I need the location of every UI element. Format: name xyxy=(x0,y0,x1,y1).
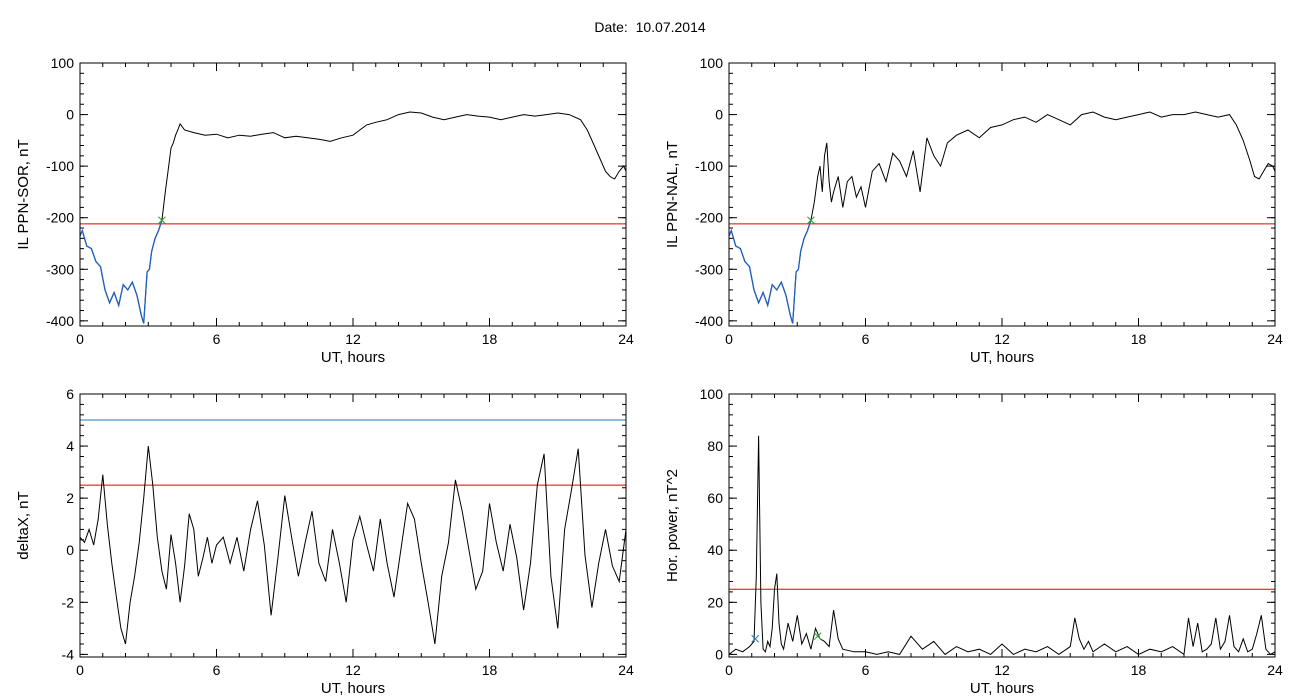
y-tick-label: 0 xyxy=(715,107,723,123)
data-series-line xyxy=(79,446,627,645)
x-tick-label: 12 xyxy=(994,662,1010,678)
y-tick-label: 40 xyxy=(707,542,723,558)
power-panel: 0 6 12 18 24 0 20 40 60 80 100 UT, hours Hor. power,… xyxy=(664,386,1283,697)
y-axis-label: IL PPN-NAL, nT xyxy=(664,141,681,248)
x-tick-label: 24 xyxy=(1267,662,1283,678)
plot-frame xyxy=(728,393,1276,658)
x-tick-label: 6 xyxy=(213,331,221,347)
x-tick-label: 24 xyxy=(618,662,634,678)
x-tick-label: 18 xyxy=(1131,662,1147,678)
y-tick-label: 0 xyxy=(66,542,74,558)
y-tick-label: 2 xyxy=(66,490,74,506)
x-tick-label: 18 xyxy=(482,662,498,678)
date-label: Date: xyxy=(594,19,628,35)
y-axis-label: Hor. power, nT^2 xyxy=(664,469,681,582)
x-axis-label: UT, hours xyxy=(321,680,385,697)
y-tick-label: -4 xyxy=(62,646,75,662)
x-tick-label: 6 xyxy=(862,662,870,678)
data-series-line xyxy=(728,111,1276,324)
y-tick-label: 100 xyxy=(51,55,75,71)
y-axis-label: IL PPN-SOR, nT xyxy=(15,139,32,249)
x-tick-label: 12 xyxy=(994,331,1010,347)
y-tick-label: 100 xyxy=(700,55,724,71)
y-tick-label: 100 xyxy=(700,386,724,402)
y-tick-label: 60 xyxy=(707,490,723,506)
data-series-line xyxy=(728,435,1276,656)
y-tick-label: 6 xyxy=(66,386,74,402)
y-tick-label: -2 xyxy=(62,594,75,610)
y-tick-label: 0 xyxy=(715,646,723,662)
x-tick-label: 12 xyxy=(345,662,361,678)
plot-frame xyxy=(728,62,1276,327)
data-series-line xyxy=(79,111,627,324)
y-tick-label: -300 xyxy=(695,261,723,277)
x-tick-label: 0 xyxy=(76,331,84,347)
x-tick-label: 12 xyxy=(345,331,361,347)
x-tick-label: 18 xyxy=(1131,331,1147,347)
sor-panel: 0 6 12 18 24 -400 -300 -200 -100 0 100 UT, hours IL … xyxy=(15,55,634,366)
plot-frame xyxy=(79,393,627,658)
event-marker xyxy=(813,632,822,641)
event-marker xyxy=(807,216,815,225)
x-axis-label: UT, hours xyxy=(970,680,1034,697)
x-tick-label: 24 xyxy=(1267,331,1283,347)
x-tick-label: 0 xyxy=(725,331,733,347)
y-tick-label: -100 xyxy=(695,158,723,174)
highlight-series-line xyxy=(728,220,812,324)
y-tick-label: 80 xyxy=(707,438,723,454)
x-tick-label: 6 xyxy=(213,662,221,678)
x-tick-label: 0 xyxy=(725,662,733,678)
date-value: 10.07.2014 xyxy=(635,19,706,35)
y-axis-label: deltaX, nT xyxy=(15,491,32,559)
y-tick-label: -400 xyxy=(46,313,74,329)
x-tick-label: 6 xyxy=(862,331,870,347)
highlight-series-line xyxy=(79,220,163,324)
x-axis-label: UT, hours xyxy=(321,349,385,366)
y-tick-label: -300 xyxy=(46,261,74,277)
x-axis-label: UT, hours xyxy=(970,349,1034,366)
y-tick-label: 0 xyxy=(66,107,74,123)
plot-frame xyxy=(79,62,627,327)
x-tick-label: 0 xyxy=(76,662,84,678)
y-tick-label: -100 xyxy=(46,158,74,174)
x-tick-label: 18 xyxy=(482,331,498,347)
event-marker xyxy=(751,634,760,643)
y-tick-label: 20 xyxy=(707,594,723,610)
nal-panel: 0 6 12 18 24 -400 -300 -200 -100 0 100 UT, hours IL … xyxy=(664,55,1283,366)
event-marker xyxy=(158,216,166,225)
x-tick-label: 24 xyxy=(618,331,634,347)
y-tick-label: -200 xyxy=(46,210,74,226)
y-tick-label: 4 xyxy=(66,438,74,454)
figure-title: Date: 10.07.2014 xyxy=(0,19,1300,35)
y-tick-label: -400 xyxy=(695,313,723,329)
y-tick-label: -200 xyxy=(695,210,723,226)
